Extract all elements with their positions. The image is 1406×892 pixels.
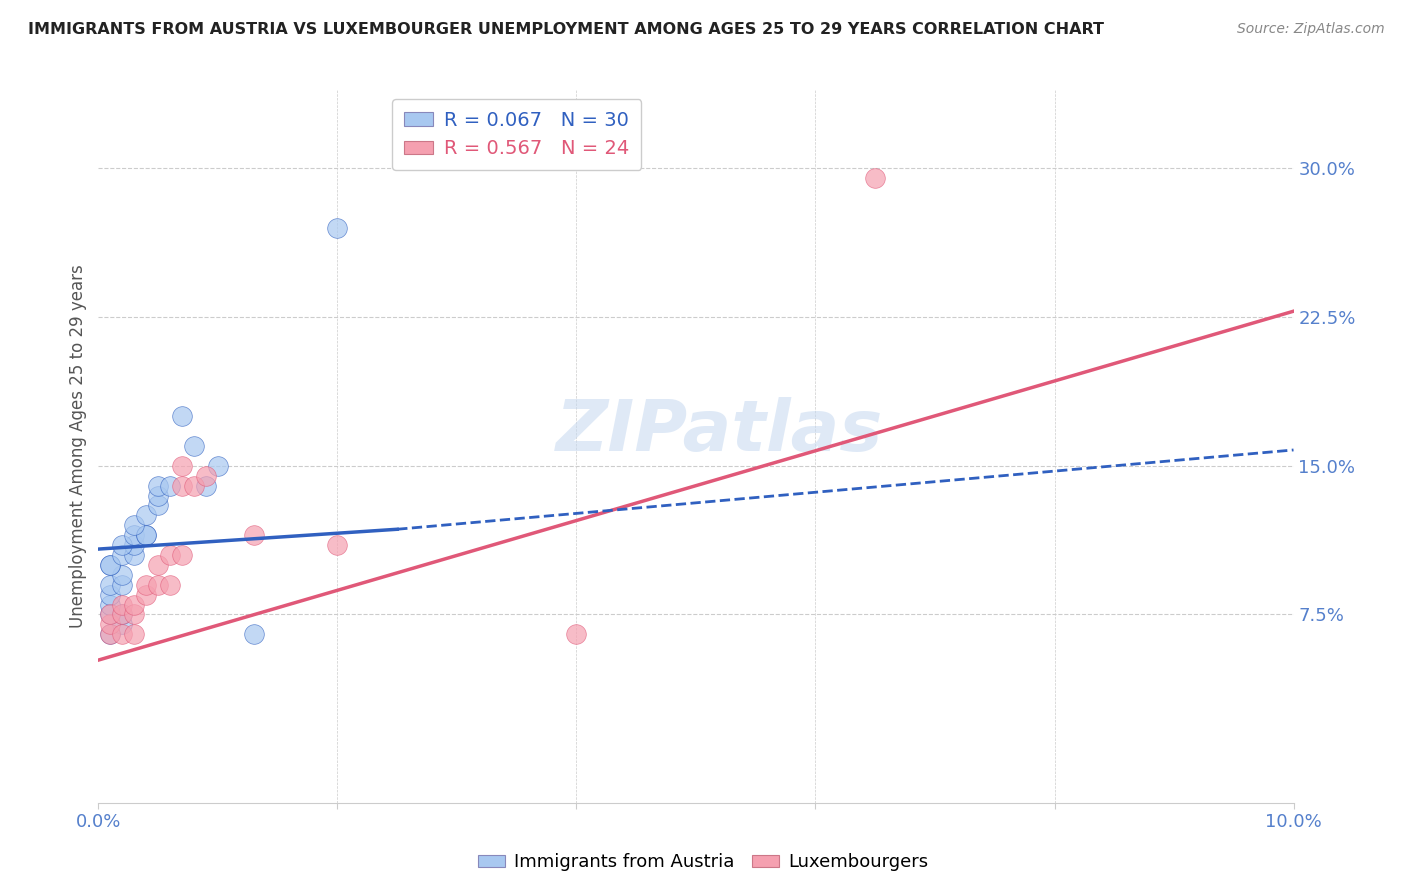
Point — [172, 548, 194, 562]
Text: IMMIGRANTS FROM AUSTRIA VS LUXEMBOURGER UNEMPLOYMENT AMONG AGES 25 TO 29 YEARS C: IMMIGRANTS FROM AUSTRIA VS LUXEMBOURGER … — [28, 22, 1104, 37]
Point — [172, 478, 194, 492]
Y-axis label: Unemployment Among Ages 25 to 29 years: Unemployment Among Ages 25 to 29 years — [69, 264, 87, 628]
Point — [98, 558, 122, 572]
Point — [98, 627, 122, 641]
Point — [111, 627, 134, 641]
Point — [98, 578, 122, 592]
Point — [98, 607, 122, 622]
Point — [148, 578, 170, 592]
Point — [111, 617, 134, 632]
Point — [111, 548, 134, 562]
Point — [124, 627, 146, 641]
Point — [98, 617, 122, 632]
Point — [111, 607, 134, 622]
Point — [124, 538, 146, 552]
Point — [124, 518, 146, 533]
Point — [124, 607, 146, 622]
Point — [135, 588, 157, 602]
Point — [865, 171, 887, 186]
Point — [98, 627, 122, 641]
Point — [326, 538, 349, 552]
Point — [135, 508, 157, 523]
Point — [124, 598, 146, 612]
Point — [135, 528, 157, 542]
Point — [148, 489, 170, 503]
Point — [111, 607, 134, 622]
Point — [98, 607, 122, 622]
Point — [195, 478, 218, 492]
Point — [159, 478, 181, 492]
Point — [565, 627, 588, 641]
Text: Source: ZipAtlas.com: Source: ZipAtlas.com — [1237, 22, 1385, 37]
Point — [243, 627, 266, 641]
Point — [124, 528, 146, 542]
Text: ZIPatlas: ZIPatlas — [557, 397, 883, 467]
Point — [148, 558, 170, 572]
Point — [159, 578, 181, 592]
Point — [135, 528, 157, 542]
Point — [172, 409, 194, 424]
Point — [207, 458, 229, 473]
Legend: Immigrants from Austria, Luxembourgers: Immigrants from Austria, Luxembourgers — [471, 847, 935, 879]
Point — [98, 588, 122, 602]
Point — [183, 439, 205, 453]
Point — [326, 221, 349, 235]
Point — [243, 528, 266, 542]
Point — [111, 538, 134, 552]
Legend: R = 0.067   N = 30, R = 0.567   N = 24: R = 0.067 N = 30, R = 0.567 N = 24 — [392, 99, 641, 170]
Point — [148, 478, 170, 492]
Point — [111, 598, 134, 612]
Point — [111, 567, 134, 582]
Point — [148, 499, 170, 513]
Point — [98, 598, 122, 612]
Point — [135, 578, 157, 592]
Point — [111, 578, 134, 592]
Point — [195, 468, 218, 483]
Point — [159, 548, 181, 562]
Point — [124, 548, 146, 562]
Point — [98, 558, 122, 572]
Point — [172, 458, 194, 473]
Point — [183, 478, 205, 492]
